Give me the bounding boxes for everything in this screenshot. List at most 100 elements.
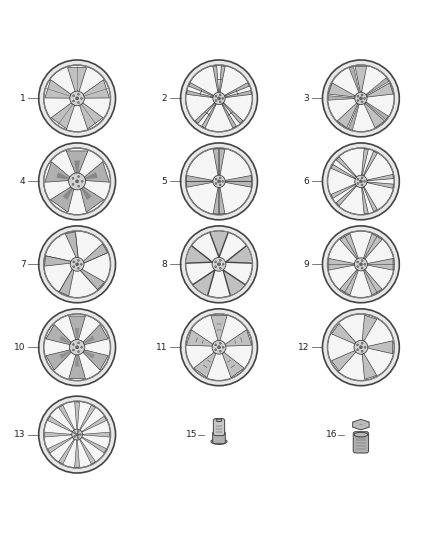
Polygon shape <box>355 66 367 92</box>
Circle shape <box>328 66 394 132</box>
Circle shape <box>72 349 74 351</box>
Circle shape <box>81 346 83 348</box>
Polygon shape <box>222 352 244 377</box>
Text: 8: 8 <box>162 260 167 269</box>
Polygon shape <box>367 182 393 188</box>
Polygon shape <box>83 80 110 98</box>
Circle shape <box>44 401 110 467</box>
Circle shape <box>354 341 368 354</box>
Polygon shape <box>85 172 98 180</box>
Polygon shape <box>82 432 110 437</box>
Polygon shape <box>194 352 216 377</box>
Text: 10: 10 <box>14 343 25 352</box>
Circle shape <box>43 401 111 469</box>
Polygon shape <box>81 437 106 453</box>
Polygon shape <box>364 151 378 176</box>
Circle shape <box>217 180 221 183</box>
Text: 3: 3 <box>304 94 309 103</box>
Circle shape <box>359 97 362 100</box>
Circle shape <box>78 175 80 177</box>
Circle shape <box>39 60 116 137</box>
Circle shape <box>219 94 221 96</box>
Circle shape <box>361 260 363 262</box>
Circle shape <box>44 231 110 297</box>
Text: 1: 1 <box>20 94 25 103</box>
Polygon shape <box>225 330 251 346</box>
Circle shape <box>215 349 217 351</box>
Polygon shape <box>353 419 369 430</box>
Circle shape <box>213 175 225 188</box>
Polygon shape <box>69 316 85 340</box>
Polygon shape <box>213 188 219 214</box>
Polygon shape <box>367 83 393 97</box>
Circle shape <box>212 341 226 354</box>
Circle shape <box>39 396 116 473</box>
Ellipse shape <box>216 419 222 422</box>
Polygon shape <box>219 149 225 175</box>
Circle shape <box>78 342 79 344</box>
Circle shape <box>328 148 394 214</box>
Circle shape <box>43 148 111 215</box>
Polygon shape <box>80 103 103 129</box>
Circle shape <box>78 351 79 353</box>
Circle shape <box>322 143 399 220</box>
Polygon shape <box>332 324 356 344</box>
Circle shape <box>215 266 217 268</box>
Polygon shape <box>213 66 219 92</box>
Circle shape <box>69 173 85 190</box>
Polygon shape <box>186 246 212 263</box>
Circle shape <box>213 92 225 104</box>
Polygon shape <box>328 83 355 97</box>
Polygon shape <box>69 355 85 378</box>
Circle shape <box>361 184 363 186</box>
Circle shape <box>215 178 217 180</box>
Polygon shape <box>187 330 213 346</box>
Polygon shape <box>364 187 378 212</box>
Polygon shape <box>45 80 71 98</box>
Circle shape <box>357 344 358 346</box>
Polygon shape <box>81 187 104 212</box>
Polygon shape <box>225 175 252 181</box>
Circle shape <box>76 180 79 183</box>
Circle shape <box>359 263 362 266</box>
Polygon shape <box>340 270 358 295</box>
Circle shape <box>186 231 252 297</box>
Polygon shape <box>366 78 389 95</box>
Polygon shape <box>348 104 359 130</box>
Polygon shape <box>362 353 377 379</box>
Ellipse shape <box>211 439 227 445</box>
Circle shape <box>222 346 224 348</box>
Circle shape <box>185 148 253 215</box>
Circle shape <box>212 257 226 271</box>
Polygon shape <box>59 405 74 430</box>
Polygon shape <box>50 187 74 212</box>
Polygon shape <box>364 233 382 259</box>
FancyBboxPatch shape <box>213 431 225 443</box>
Polygon shape <box>74 440 80 467</box>
Circle shape <box>328 314 394 381</box>
FancyBboxPatch shape <box>213 418 225 435</box>
Text: 2: 2 <box>162 94 167 103</box>
Circle shape <box>186 314 252 381</box>
Polygon shape <box>329 259 354 270</box>
Circle shape <box>357 178 359 180</box>
Polygon shape <box>219 188 225 214</box>
Polygon shape <box>223 270 245 295</box>
Circle shape <box>357 95 359 97</box>
Polygon shape <box>67 68 87 91</box>
Polygon shape <box>80 405 95 430</box>
Circle shape <box>361 267 363 269</box>
Circle shape <box>77 437 79 439</box>
Polygon shape <box>337 103 357 128</box>
Polygon shape <box>187 91 213 98</box>
Circle shape <box>39 309 116 386</box>
Circle shape <box>78 93 79 95</box>
Polygon shape <box>189 83 214 96</box>
FancyBboxPatch shape <box>353 432 368 453</box>
Circle shape <box>81 180 83 182</box>
Circle shape <box>180 143 258 220</box>
Polygon shape <box>46 325 71 345</box>
Text: 9: 9 <box>304 260 309 269</box>
Circle shape <box>217 346 221 349</box>
Circle shape <box>74 432 75 434</box>
